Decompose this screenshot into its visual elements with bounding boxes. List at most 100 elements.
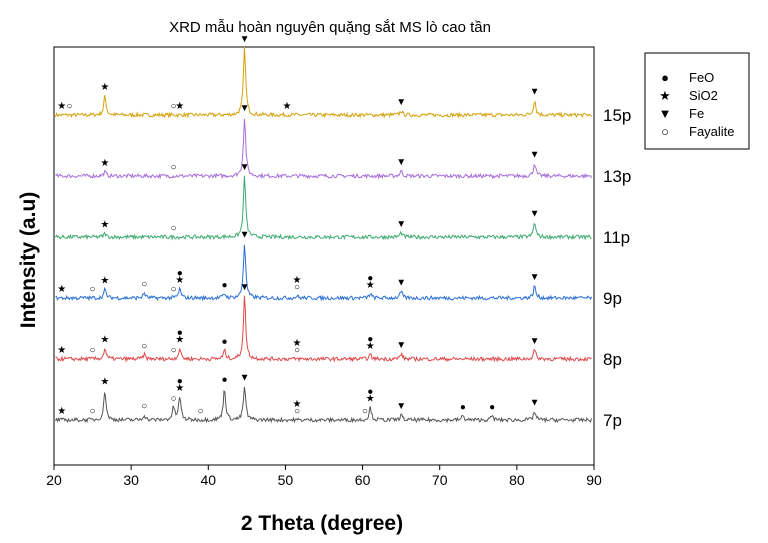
peak-marker-feo: ● bbox=[460, 402, 466, 413]
peak-marker-sio2: ★ bbox=[175, 383, 184, 394]
peak-marker-fe: ▼ bbox=[240, 34, 250, 45]
peak-marker-fe: ▼ bbox=[396, 157, 406, 168]
legend-label-fe: Fe bbox=[689, 106, 704, 121]
peak-marker-sio2: ★ bbox=[57, 345, 66, 356]
legend-box bbox=[644, 52, 750, 150]
peak-marker-sio2: ★ bbox=[100, 335, 109, 346]
peak-marker-fe: ▼ bbox=[396, 97, 406, 108]
series-label-8p: 8p bbox=[603, 350, 622, 369]
peak-marker-feo: ● bbox=[367, 334, 373, 345]
peak-marker-fe: ▼ bbox=[396, 278, 406, 289]
peak-marker-feo: ● bbox=[221, 375, 227, 386]
peak-marker-sio2: ★ bbox=[100, 220, 109, 231]
peak-marker-sio2: ★ bbox=[293, 399, 302, 410]
series-layer bbox=[55, 46, 592, 424]
peak-marker-fe: ▼ bbox=[396, 340, 406, 351]
x-tick-label: 70 bbox=[432, 472, 448, 488]
x-tick-label: 80 bbox=[509, 472, 525, 488]
peak-marker-fe: ▼ bbox=[530, 149, 540, 160]
peak-marker-sio2: ★ bbox=[366, 393, 375, 404]
peak-marker-fayalite: ○ bbox=[362, 406, 368, 417]
x-axis-label: 2 Theta (degree) bbox=[241, 512, 403, 535]
peak-marker-fayalite: ○ bbox=[171, 345, 177, 356]
peak-marker-fayalite: ○ bbox=[66, 101, 72, 112]
peak-marker-fe: ▼ bbox=[530, 398, 540, 409]
peak-marker-sio2: ★ bbox=[175, 101, 184, 112]
legend-glyph-fe: ▼ bbox=[659, 106, 672, 121]
x-tick-label: 20 bbox=[46, 472, 62, 488]
peak-marker-fe: ▼ bbox=[530, 86, 540, 97]
xrd-pattern-7p bbox=[55, 386, 592, 424]
peak-marker-feo: ● bbox=[177, 268, 183, 279]
peak-marker-sio2: ★ bbox=[100, 276, 109, 287]
peak-marker-fayalite: ○ bbox=[90, 284, 96, 295]
legend-label-fayalite: Fayalite bbox=[689, 124, 735, 139]
xrd-pattern-9p bbox=[55, 244, 592, 302]
peak-marker-fayalite: ○ bbox=[171, 284, 177, 295]
peak-marker-fe: ▼ bbox=[396, 219, 406, 230]
peak-marker-fayalite: ○ bbox=[294, 282, 300, 293]
x-axis: 20 30 40 50 60 70 80 90 bbox=[46, 465, 602, 488]
peak-marker-fayalite: ○ bbox=[90, 406, 96, 417]
x-tick-label: 90 bbox=[586, 472, 602, 488]
peak-marker-feo: ● bbox=[221, 280, 227, 291]
peak-marker-fe: ▼ bbox=[240, 229, 250, 240]
peak-marker-sio2: ★ bbox=[293, 338, 302, 349]
peak-marker-fayalite: ○ bbox=[171, 393, 177, 404]
legend-glyph-feo: ● bbox=[661, 70, 669, 85]
peak-marker-fayalite: ○ bbox=[198, 406, 204, 417]
peak-marker-fe: ▼ bbox=[240, 372, 250, 383]
legend: ● FeO ★ SiO2 ▼ Fe ○ Fayalite bbox=[644, 52, 750, 150]
xrd-pattern-13p bbox=[55, 118, 592, 180]
legend-glyph-sio2: ★ bbox=[659, 88, 671, 103]
peak-marker-feo: ● bbox=[221, 337, 227, 348]
peak-marker-fayalite: ○ bbox=[294, 345, 300, 356]
peak-marker-feo: ● bbox=[367, 273, 373, 284]
peak-marker-sio2: ★ bbox=[293, 275, 302, 286]
x-tick-label: 30 bbox=[123, 472, 139, 488]
peak-marker-fe: ▼ bbox=[240, 162, 250, 173]
peak-marker-sio2: ★ bbox=[366, 341, 375, 352]
xrd-pattern-15p bbox=[55, 46, 592, 119]
series-label-15p: 15p bbox=[603, 106, 631, 125]
x-tick-label: 60 bbox=[355, 472, 371, 488]
peak-marker-fe: ▼ bbox=[240, 103, 250, 114]
peak-marker-fe: ▼ bbox=[530, 272, 540, 283]
peak-marker-sio2: ★ bbox=[100, 82, 109, 93]
series-label-layer: 15p 13p 11p 9p 8p 7p bbox=[603, 106, 631, 430]
peak-marker-fe: ▼ bbox=[240, 282, 250, 293]
peak-marker-sio2: ★ bbox=[175, 275, 184, 286]
peak-marker-feo: ● bbox=[177, 328, 183, 339]
peak-marker-feo: ● bbox=[177, 376, 183, 387]
legend-label-feo: FeO bbox=[689, 70, 714, 85]
peak-marker-sio2: ★ bbox=[57, 284, 66, 295]
peak-marker-sio2: ★ bbox=[57, 406, 66, 417]
peak-marker-sio2: ★ bbox=[100, 158, 109, 169]
peak-marker-layer: ★ ○★○★▼★ ▼▼★ ○▼▼▼★ ○▼▼▼★ ○★ ○ ○★●●▼○★ ★● ▼ ▼★ ○★○ ○★… bbox=[57, 34, 539, 417]
peak-marker-feo: ● bbox=[367, 386, 373, 397]
series-label-11p: 11p bbox=[603, 228, 630, 247]
legend-label-sio2: SiO2 bbox=[689, 88, 718, 103]
series-label-9p: 9p bbox=[603, 289, 622, 308]
peak-marker-fayalite: ○ bbox=[171, 101, 177, 112]
chart-title: XRD mẫu hoàn nguyên quặng sắt MS lò cao … bbox=[169, 19, 491, 36]
peak-marker-sio2: ★ bbox=[175, 335, 184, 346]
peak-marker-feo: ● bbox=[489, 402, 495, 413]
peak-marker-fayalite: ○ bbox=[90, 345, 96, 356]
peak-marker-sio2: ★ bbox=[366, 280, 375, 291]
peak-marker-sio2: ★ bbox=[100, 377, 109, 388]
peak-marker-fayalite: ○ bbox=[171, 223, 177, 234]
plot-frame bbox=[53, 46, 595, 466]
plot-border bbox=[53, 46, 595, 466]
xrd-pattern-11p bbox=[55, 175, 592, 241]
x-tick-label: 50 bbox=[278, 472, 294, 488]
peak-marker-fayalite: ○ bbox=[141, 401, 147, 412]
series-label-7p: 7p bbox=[603, 411, 622, 430]
peak-marker-fayalite: ○ bbox=[141, 341, 147, 352]
peak-marker-fayalite: ○ bbox=[171, 162, 177, 173]
peak-marker-sio2: ★ bbox=[282, 101, 291, 112]
peak-marker-fe: ▼ bbox=[530, 336, 540, 347]
y-axis-label: Intensity (a.u) bbox=[17, 192, 40, 329]
peak-marker-sio2: ★ bbox=[57, 101, 66, 112]
